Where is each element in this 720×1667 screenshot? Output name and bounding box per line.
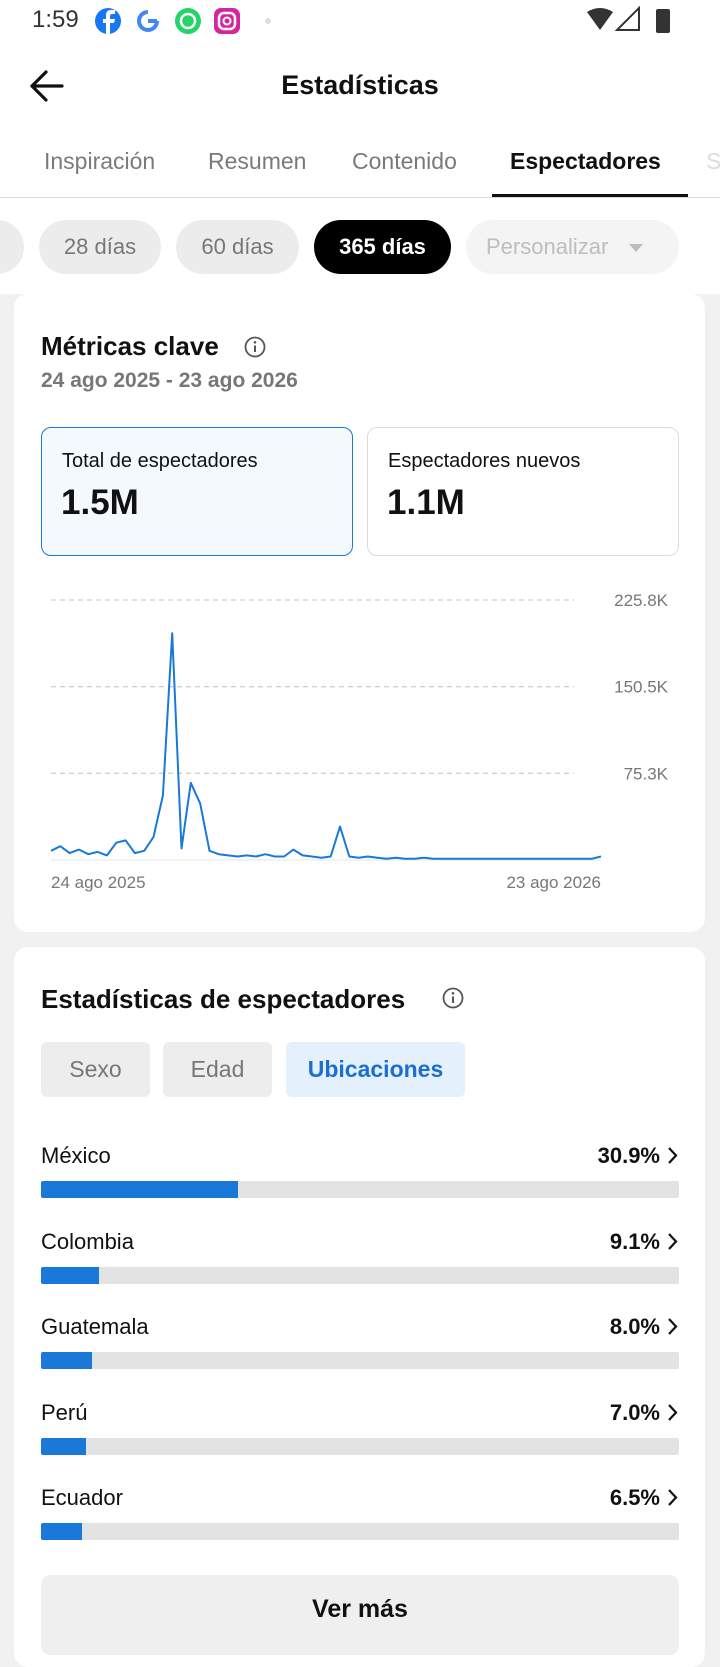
bar-track <box>41 1181 679 1198</box>
bar <box>41 1266 100 1284</box>
filter-button[interactable]: Ubicaciones <box>286 1042 465 1097</box>
bar <box>41 1352 93 1370</box>
bar-track <box>41 1523 679 1541</box>
section-title: Estadísticas de espectadores <box>41 984 406 1014</box>
chevron <box>668 1232 678 1250</box>
y-tick-label: 75.3K <box>624 764 669 783</box>
metric-card[interactable] <box>41 427 353 556</box>
info-icon[interactable] <box>243 335 267 359</box>
bar <box>41 1181 239 1198</box>
more-button[interactable]: Ver más <box>41 1575 679 1655</box>
key-metrics-card <box>14 294 705 932</box>
location-name: Ecuador <box>41 1485 123 1511</box>
location-name: Guatemala <box>41 1314 149 1340</box>
date-range: 24 ago 2025 - 23 ago 2026 <box>41 369 298 392</box>
line-series <box>50 632 602 860</box>
filter-button[interactable]: Sexo <box>41 1042 150 1097</box>
location-percent: 6.5% <box>609 1485 660 1511</box>
location-name: Perú <box>41 1399 88 1425</box>
header-title: Estadísticas <box>281 70 439 100</box>
tab-divider <box>0 197 720 198</box>
location-name: Colombia <box>41 1228 134 1254</box>
bar <box>41 1437 86 1455</box>
tab[interactable]: Inspiración <box>44 148 156 174</box>
y-tick-label: 150.5K <box>614 678 669 697</box>
metric-label: Espectadores nuevos <box>388 450 581 472</box>
location-percent: 7.0% <box>609 1399 660 1425</box>
tab-underline <box>492 194 688 197</box>
period-pill[interactable]: 28 días <box>39 220 161 274</box>
location-percent: 8.0% <box>609 1314 660 1340</box>
x-tick-label: 23 ago 2026 <box>506 873 601 892</box>
info-icon[interactable] <box>441 986 465 1010</box>
period-pill[interactable]: Personalizar <box>466 220 679 274</box>
x-tick-label: 24 ago 2025 <box>51 873 146 892</box>
status-time: 1:59 <box>32 6 79 33</box>
y-tick-label: 225.8K <box>614 591 669 610</box>
line-chart: 75.3K 150.5K 225.8K 24 ago 2025 23 ago 2026 <box>50 591 669 892</box>
location-name: México <box>41 1143 111 1168</box>
tab[interactable]: S <box>706 148 720 174</box>
bar-track <box>41 1352 679 1370</box>
bar <box>41 1523 83 1541</box>
period-pill[interactable]: 60 días <box>176 220 299 274</box>
chevron <box>668 1489 678 1507</box>
dropdown-arrow <box>629 244 644 253</box>
chevron <box>668 1404 678 1421</box>
bar-track <box>41 1437 679 1455</box>
metric-card[interactable] <box>367 427 679 556</box>
system-icons <box>587 6 670 33</box>
bar-track <box>41 1266 679 1284</box>
period-pill[interactable]: 365 días <box>314 220 451 274</box>
notification-icons <box>95 8 271 34</box>
location-percent: 9.1% <box>609 1228 660 1254</box>
location-percent: 30.9% <box>597 1143 660 1168</box>
metric-value: 1.1M <box>387 483 465 522</box>
back-button[interactable] <box>28 68 68 104</box>
section-title: Métricas clave <box>41 331 219 361</box>
tab[interactable]: Resumen <box>208 148 307 174</box>
metric-value: 1.5M <box>61 483 139 522</box>
metric-label: Total de espectadores <box>62 450 258 472</box>
chevron <box>668 1147 678 1164</box>
filter-button[interactable]: Edad <box>163 1042 272 1097</box>
tab[interactable]: Contenido <box>352 148 457 174</box>
chevron <box>668 1318 678 1335</box>
tab[interactable]: Espectadores <box>510 148 661 174</box>
